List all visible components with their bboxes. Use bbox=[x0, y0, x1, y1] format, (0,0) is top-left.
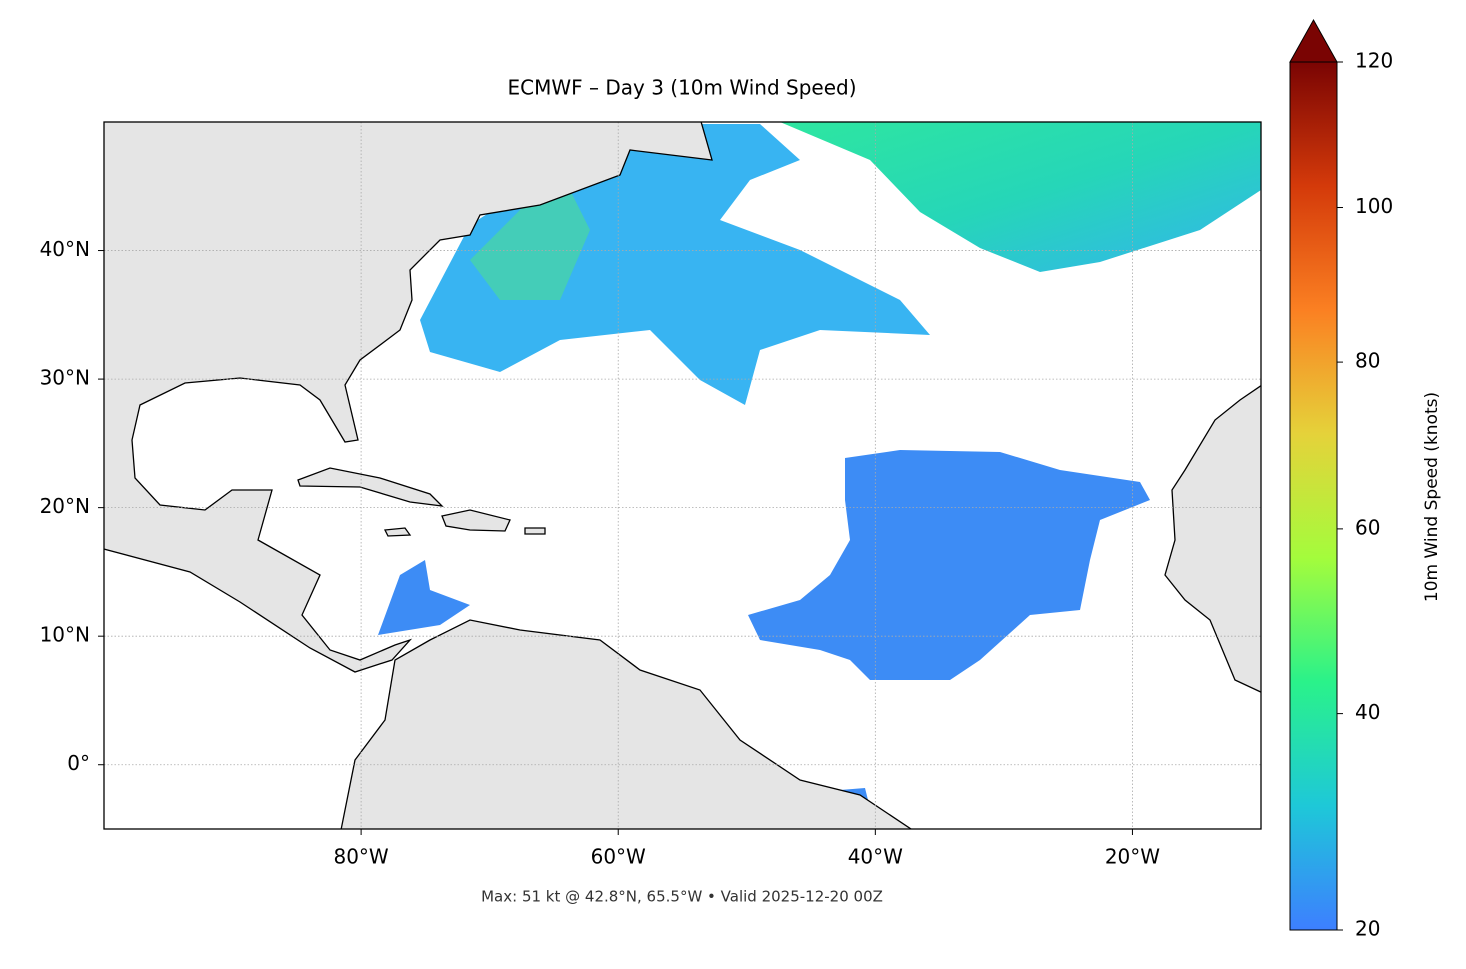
footer-note: Max: 51 kt @ 42.8°N, 65.5°W • Valid 2025… bbox=[481, 888, 883, 906]
colorbar-tick-label: 100 bbox=[1355, 194, 1393, 218]
colorbar-label: 10m Wind Speed (knots) bbox=[1422, 392, 1442, 602]
colorbar-tick-label: 20 bbox=[1355, 917, 1380, 941]
lat-tick-label: 0° bbox=[67, 751, 90, 775]
colorbar-tick-label: 60 bbox=[1355, 515, 1380, 539]
map-frame bbox=[103, 121, 1262, 830]
colorbar-tick-label: 120 bbox=[1355, 49, 1393, 73]
land-hispaniola bbox=[441, 509, 511, 532]
land-africa bbox=[1164, 384, 1261, 693]
lat-tick-label: 40°N bbox=[40, 237, 90, 261]
lat-tick-label: 10°N bbox=[40, 623, 90, 647]
colorbar-tick-label: 40 bbox=[1355, 700, 1380, 724]
map-title: ECMWF – Day 3 (10m Wind Speed) bbox=[508, 76, 857, 100]
land-cuba bbox=[297, 467, 444, 507]
lat-tick-label: 20°N bbox=[40, 494, 90, 518]
colorbar bbox=[1289, 61, 1338, 931]
land-jamaica bbox=[383, 527, 412, 537]
lon-tick-label: 80°W bbox=[333, 845, 388, 869]
land-south-america bbox=[340, 619, 913, 829]
map-area bbox=[104, 122, 1261, 829]
wind-field bbox=[780, 122, 1261, 272]
lon-tick-label: 60°W bbox=[591, 845, 646, 869]
wind-field bbox=[378, 560, 470, 635]
wind-field bbox=[470, 190, 590, 300]
lon-tick-label: 20°W bbox=[1105, 845, 1160, 869]
land-puerto-rico bbox=[524, 527, 546, 535]
colorbar-tick-label: 80 bbox=[1355, 349, 1380, 373]
lat-tick-label: 30°N bbox=[40, 366, 90, 390]
land-north-america bbox=[104, 122, 713, 673]
colorbar-extension bbox=[1289, 18, 1338, 63]
lon-tick-label: 40°W bbox=[848, 845, 903, 869]
